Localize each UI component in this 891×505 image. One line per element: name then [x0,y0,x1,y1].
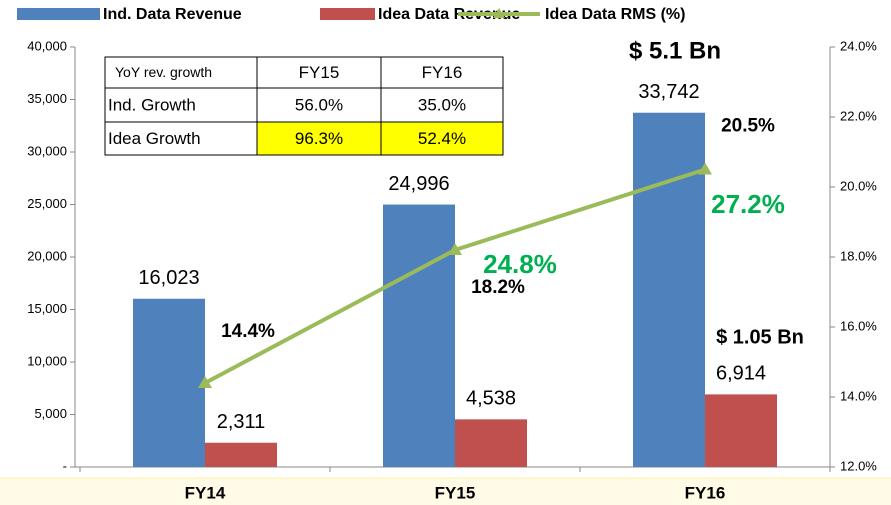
table-text: Idea Growth [108,129,201,148]
table-text: 35.0% [418,95,466,114]
y-tick-label: 10,000 [27,353,67,368]
value-label: 33,742 [638,81,699,103]
table-text: Ind. Growth [108,95,196,114]
value-label: 16,023 [138,267,199,289]
x-tick-label: FY16 [685,483,726,502]
bar [633,112,705,468]
legend-label: Idea Data RMS (%) [545,6,685,23]
value-label: 24,996 [388,173,449,195]
legend-marker [493,8,505,18]
annotation: 27.2% [711,189,785,219]
bar [383,204,455,468]
legend-label: Idea Data Revenue [378,6,520,23]
table-cell [256,121,382,156]
bar [133,298,205,467]
bar [705,394,777,467]
y-tick-label: 30,000 [27,143,67,158]
y2-tick-label: 24.0% [840,38,877,53]
y-tick-label: 15,000 [27,301,67,316]
line-marker [698,162,712,175]
annotation: 24.8% [483,249,557,279]
y-tick-label: 20,000 [27,248,67,263]
table-text: YoY rev. growth [115,64,212,80]
y-tick-label: 35,000 [27,91,67,106]
legend-label: Ind. Data Revenue [103,6,242,23]
footer-band [0,478,891,505]
y2-tick-label: 16.0% [840,318,877,333]
value-label: 2,311 [217,411,266,433]
table-cell [104,87,258,123]
table-cell [256,56,382,89]
table-text: 56.0% [295,95,343,114]
legend-swatch [17,8,100,20]
line-marker [448,243,462,255]
y2-tick-label: 14.0% [840,388,877,403]
y-tick-label: 25,000 [27,196,67,211]
table-text: FY16 [422,63,463,82]
bar [455,419,527,467]
rms-label: 14.4% [221,321,275,342]
table-text: 52.4% [418,129,466,148]
y2-tick-label: 18.0% [840,248,877,263]
table-cell [380,56,504,89]
value-label: 4,538 [466,388,516,410]
value-label: 6,914 [716,363,766,385]
y-tick-label: - [63,458,67,473]
table-text: 96.3% [295,129,343,148]
y2-tick-label: 12.0% [840,458,877,473]
line-marker [198,376,212,388]
y-tick-label: 5,000 [34,406,67,421]
y2-tick-label: 20.0% [840,178,877,193]
table-text: FY15 [299,63,340,82]
annotation: $ 1.05 Bn [716,326,804,348]
y-tick-label: 40,000 [27,38,67,53]
rms-label: 20.5% [721,116,775,137]
rms-label: 18.2% [471,277,525,298]
table-cell [380,121,504,156]
x-tick-label: FY14 [185,483,226,502]
y2-tick-label: 22.0% [840,108,877,123]
x-tick-label: FY15 [435,483,476,502]
bar [205,442,277,467]
table-cell [380,87,504,123]
legend-swatch [320,8,375,20]
annotation: $ 5.1 Bn [629,37,721,64]
